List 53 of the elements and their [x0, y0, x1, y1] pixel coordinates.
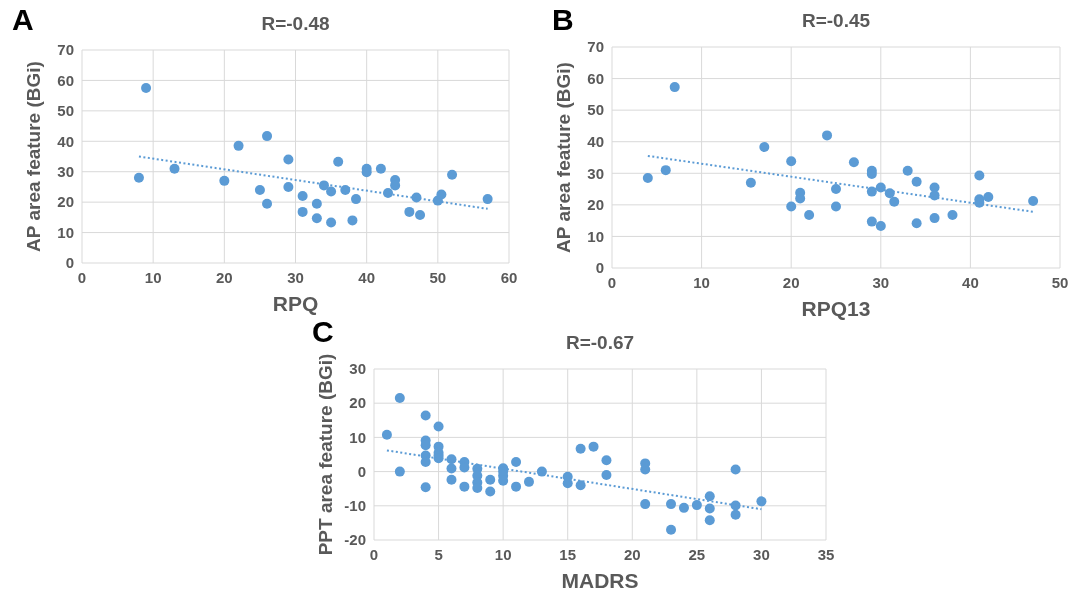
y-axis-title: PPT area feature (BGi): [315, 353, 336, 556]
y-tick-label: 20: [349, 394, 366, 412]
x-tick-label: 30: [287, 269, 304, 286]
x-tick-label: 50: [1051, 274, 1069, 291]
chart-title: R=-0.67: [565, 332, 635, 353]
y-tick-label: 60: [57, 71, 74, 89]
y-tick-label: 30: [349, 360, 366, 378]
y-tick-label: 0: [357, 462, 366, 480]
y-tick-label: 40: [57, 132, 74, 150]
x-tick-label: 10: [693, 274, 710, 291]
x-tick-label: 5: [434, 546, 443, 563]
y-tick-label: 60: [587, 69, 604, 87]
x-axis-title: RPQ13: [801, 297, 871, 320]
x-tick-label: 20: [623, 546, 641, 563]
y-tick-label: 0: [65, 254, 74, 272]
x-tick-label: 30: [872, 274, 890, 291]
x-tick-label: 35: [817, 546, 835, 563]
y-tick-label: 30: [57, 162, 74, 180]
y-tick-label: 20: [587, 196, 604, 214]
x-tick-label: 0: [369, 546, 379, 563]
y-tick-label: 50: [57, 102, 74, 120]
x-tick-label: 10: [494, 546, 512, 563]
x-tick-label: 30: [753, 546, 770, 563]
text: C: [312, 315, 334, 348]
x-tick-label: 15: [559, 546, 577, 563]
y-tick-label: -20: [344, 531, 366, 549]
x-tick-label: 50: [429, 269, 447, 286]
x-tick-label: 40: [962, 274, 979, 291]
x-tick-label: 25: [688, 546, 706, 563]
chart-title: R=-0.48: [261, 13, 330, 34]
y-tick-label: 70: [587, 38, 604, 56]
y-tick-label: 70: [57, 41, 74, 59]
x-tick-label: 60: [500, 269, 518, 286]
y-tick-label: 30: [587, 164, 604, 182]
y-tick-label: 40: [587, 132, 604, 150]
x-axis-title: MADRS: [561, 569, 639, 592]
x-tick-label: 0: [77, 269, 87, 286]
text: B: [552, 3, 574, 36]
y-tick-label: 10: [587, 227, 604, 245]
y-tick-label: 10: [349, 428, 366, 446]
x-axis-title: RPQ: [272, 292, 319, 315]
y-tick-label: -10: [344, 497, 366, 515]
x-tick-label: 0: [607, 274, 617, 291]
y-tick-label: 10: [57, 223, 74, 241]
y-axis-title: AP area feature (BGi): [553, 62, 574, 253]
y-tick-label: 20: [57, 193, 74, 211]
x-tick-label: 20: [782, 274, 800, 291]
x-tick-label: 10: [144, 269, 162, 286]
x-tick-label: 20: [215, 269, 233, 286]
y-axis-title: AP area feature (BGi): [23, 61, 44, 252]
chart-title: R=-0.45: [801, 10, 871, 31]
y-tick-label: 50: [587, 101, 604, 119]
text: A: [12, 3, 34, 36]
